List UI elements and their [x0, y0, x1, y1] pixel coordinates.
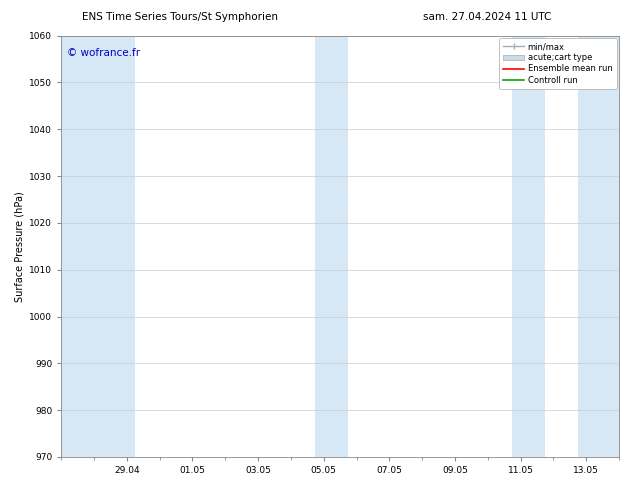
- Legend: min/max, acute;cart type, Ensemble mean run, Controll run: min/max, acute;cart type, Ensemble mean …: [499, 38, 616, 89]
- Text: sam. 27.04.2024 11 UTC: sam. 27.04.2024 11 UTC: [424, 12, 552, 22]
- Y-axis label: Surface Pressure (hPa): Surface Pressure (hPa): [15, 191, 25, 302]
- Bar: [512, 36, 545, 457]
- Text: © wofrance.fr: © wofrance.fr: [67, 49, 140, 58]
- Bar: [578, 36, 619, 457]
- Text: ENS Time Series Tours/St Symphorien: ENS Time Series Tours/St Symphorien: [82, 12, 278, 22]
- Bar: [316, 36, 348, 457]
- Bar: [61, 36, 135, 457]
